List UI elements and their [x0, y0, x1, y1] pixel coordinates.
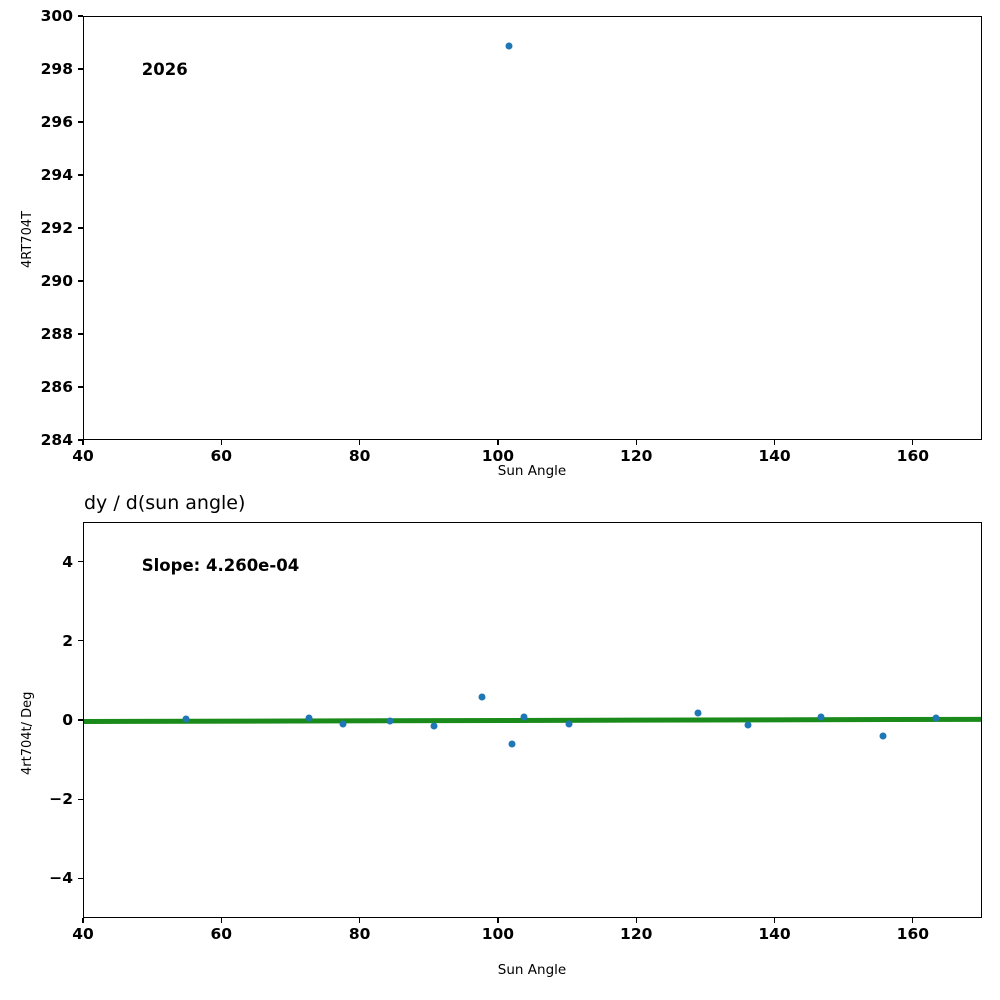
y-axis-tick [78, 640, 83, 642]
trend-line [84, 716, 981, 724]
data-point [520, 713, 528, 721]
y-axis-tick-label: −2 [49, 790, 73, 809]
bottom-plot-title: dy / d(sun angle) [84, 492, 246, 514]
y-axis-tick [78, 877, 83, 880]
x-axis-tick [773, 440, 776, 445]
data-point [932, 714, 940, 722]
data-point [508, 740, 516, 748]
x-axis-tick-label: 80 [348, 925, 371, 943]
y-axis-tick [78, 15, 83, 17]
y-axis-tick [78, 174, 83, 176]
x-axis-tick [497, 918, 499, 923]
y-axis-tick-label: 0 [62, 711, 73, 729]
y-axis-tick [78, 68, 83, 70]
data-point [744, 721, 752, 729]
x-axis-tick [773, 918, 776, 923]
y-axis-tick [78, 719, 83, 721]
data-point [879, 732, 887, 740]
data-point [182, 715, 190, 723]
top-plot-annotation: 2026 [141, 59, 188, 79]
x-axis-tick-label: 80 [348, 447, 371, 465]
data-point [339, 720, 347, 728]
data-point [817, 713, 825, 721]
x-axis-tick-label: 120 [620, 447, 653, 465]
y-axis-tick [78, 798, 83, 800]
x-axis-tick-label: 100 [481, 925, 515, 943]
data-point [430, 722, 438, 730]
x-axis-tick-label: 160 [896, 447, 930, 465]
data-point [505, 42, 513, 50]
y-axis-tick [78, 333, 83, 335]
x-axis-tick [220, 918, 222, 923]
y-axis-tick [78, 386, 83, 388]
x-axis-tick-label: 40 [72, 925, 94, 943]
bottom-plot-xlabel: Sun Angle [497, 962, 567, 978]
y-axis-tick-label: 290 [40, 272, 73, 290]
bottom-plot-ylabel: 4rt704t/ Deg [20, 691, 35, 775]
x-axis-tick-label: 140 [758, 925, 791, 943]
x-axis-tick-label: 60 [210, 447, 233, 465]
y-axis-tick [78, 439, 83, 441]
x-axis-tick [220, 440, 222, 445]
data-point [478, 693, 486, 701]
bottom-plot-area [84, 523, 981, 917]
y-axis-tick-label: 284 [40, 431, 73, 449]
top-plot-axes [83, 16, 982, 440]
y-axis-tick-label: −4 [49, 869, 73, 888]
y-axis-tick-label: 300 [40, 7, 73, 25]
y-axis-tick-label: 294 [40, 166, 73, 184]
data-point [386, 717, 394, 725]
x-axis-tick-label: 60 [210, 925, 233, 943]
y-axis-tick-label: 298 [40, 60, 73, 78]
y-axis-tick-label: 4 [62, 552, 73, 571]
x-axis-tick [635, 440, 637, 445]
data-point [694, 709, 702, 717]
x-axis-tick [82, 440, 84, 445]
x-axis-tick [635, 918, 637, 923]
x-axis-tick [497, 440, 499, 445]
y-axis-tick-label: 286 [40, 378, 73, 396]
x-axis-tick [358, 918, 361, 923]
y-axis-tick [78, 560, 83, 563]
x-axis-tick-label: 160 [896, 925, 930, 943]
x-axis-tick-label: 120 [620, 925, 653, 943]
y-axis-tick-label: 288 [40, 325, 73, 343]
x-axis-tick [358, 440, 361, 445]
data-point [305, 714, 313, 722]
y-axis-tick [78, 227, 83, 229]
top-plot-area [84, 17, 981, 439]
x-axis-tick-label: 40 [72, 447, 94, 465]
x-axis-tick-label: 100 [481, 447, 515, 465]
bottom-plot-axes [83, 522, 982, 918]
y-axis-tick [78, 280, 83, 282]
x-axis-tick-label: 140 [758, 447, 791, 465]
x-axis-tick [82, 918, 84, 923]
data-point [565, 720, 573, 728]
y-axis-tick [78, 121, 83, 123]
x-axis-tick [912, 440, 914, 445]
x-axis-tick [912, 918, 914, 923]
top-plot-xlabel: Sun Angle [497, 463, 567, 479]
y-axis-tick-label: 292 [40, 219, 73, 237]
bottom-plot-annotation: Slope: 4.260e-04 [141, 555, 300, 575]
y-axis-tick-label: 2 [62, 631, 73, 650]
y-axis-tick-label: 296 [40, 113, 73, 131]
